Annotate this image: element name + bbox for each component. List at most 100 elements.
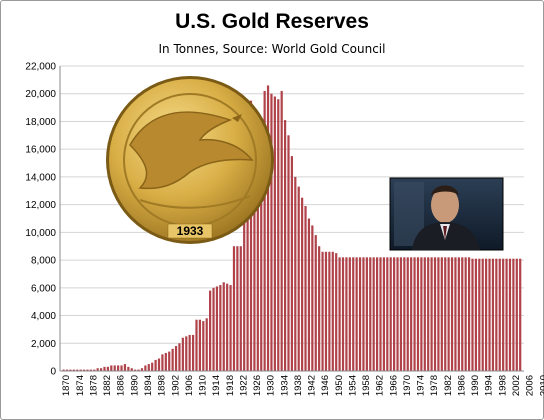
bar [341, 257, 345, 371]
bar [389, 257, 392, 371]
bar [137, 369, 140, 371]
bar [440, 257, 443, 371]
bar [263, 90, 266, 372]
bar [355, 257, 358, 371]
bar [270, 93, 273, 372]
bar [515, 258, 518, 371]
y-tick-label: 16,000 [25, 145, 56, 156]
bar [427, 257, 430, 371]
bar [508, 258, 512, 371]
bar [478, 258, 481, 371]
bar [157, 358, 161, 371]
x-tick-label: 2006 [525, 375, 536, 396]
bar [229, 285, 232, 371]
x-tick-label: 1950 [334, 375, 345, 396]
bar [110, 365, 113, 371]
bar [243, 100, 246, 371]
bar [369, 257, 372, 371]
bar [311, 225, 314, 371]
bar [474, 258, 478, 371]
bar [113, 365, 116, 371]
bar [147, 364, 150, 371]
bar [154, 359, 157, 371]
bar [226, 283, 229, 371]
x-tick-label: 1918 [225, 375, 236, 396]
television-still-image [389, 177, 504, 251]
chart-subtitle: In Tonnes, Source: World Gold Council [158, 42, 386, 56]
bar [174, 346, 178, 371]
bar [69, 369, 72, 371]
bar [283, 120, 287, 372]
y-tick-label: 14,000 [25, 172, 56, 183]
bar [324, 251, 328, 371]
bar [495, 258, 498, 371]
coin-date: 1933 [177, 224, 204, 238]
bar [86, 369, 89, 371]
bar [467, 257, 471, 371]
x-tick-label: 1970 [402, 375, 413, 396]
bar [375, 257, 379, 371]
bar [444, 257, 447, 371]
x-tick-label: 2010 [538, 375, 544, 396]
bar [266, 85, 270, 371]
bar [393, 257, 396, 371]
bar [106, 366, 110, 371]
bar [396, 257, 399, 371]
bar [450, 257, 454, 371]
x-tick-label: 1946 [320, 375, 331, 396]
y-tick-label: 12,000 [25, 200, 56, 211]
bar [277, 99, 280, 371]
bar [239, 246, 242, 371]
x-tick-label: 1942 [307, 375, 318, 396]
bar [413, 257, 416, 371]
bar [352, 257, 355, 371]
bar [249, 100, 253, 371]
bar [297, 186, 300, 371]
x-tick-label: 1954 [347, 375, 358, 396]
bar [171, 348, 174, 371]
x-tick-label: 1898 [157, 375, 168, 396]
bar [416, 257, 420, 371]
x-tick-label: 1998 [497, 375, 508, 396]
bar [335, 253, 338, 371]
bar [209, 290, 212, 371]
y-tick-label: 8,000 [31, 256, 56, 267]
bar [82, 369, 86, 371]
bar [318, 246, 321, 371]
bar [96, 368, 99, 371]
bar [457, 257, 460, 371]
bar [232, 246, 236, 371]
bar [253, 122, 256, 371]
bar [65, 369, 69, 371]
bar [328, 251, 331, 371]
x-tick-label: 1978 [429, 375, 440, 396]
bar [99, 368, 103, 371]
bar [372, 257, 375, 371]
bar [437, 257, 440, 371]
y-tick-label: 18,000 [25, 117, 56, 128]
bar [89, 369, 92, 371]
bar [386, 257, 389, 371]
bar [62, 369, 65, 371]
bar [178, 343, 181, 371]
bar [256, 124, 259, 372]
bar [519, 258, 522, 371]
bar [72, 369, 75, 371]
x-tick-label: 1982 [443, 375, 454, 396]
bar [304, 206, 307, 371]
bar [205, 318, 208, 371]
bar [471, 258, 474, 371]
bar [117, 365, 120, 371]
bar [382, 257, 386, 371]
x-tick-label: 1886 [116, 375, 127, 396]
bar [406, 257, 409, 371]
bar [161, 354, 164, 371]
bar [399, 257, 403, 371]
bar [120, 365, 123, 371]
bars [62, 85, 522, 372]
x-axis-labels: 1870 1874 1878 1882 1886 1890 1894 1898 1902 1906… [61, 375, 544, 396]
bar [140, 368, 144, 371]
bar [314, 235, 317, 371]
x-tick-label: 1938 [293, 375, 304, 396]
